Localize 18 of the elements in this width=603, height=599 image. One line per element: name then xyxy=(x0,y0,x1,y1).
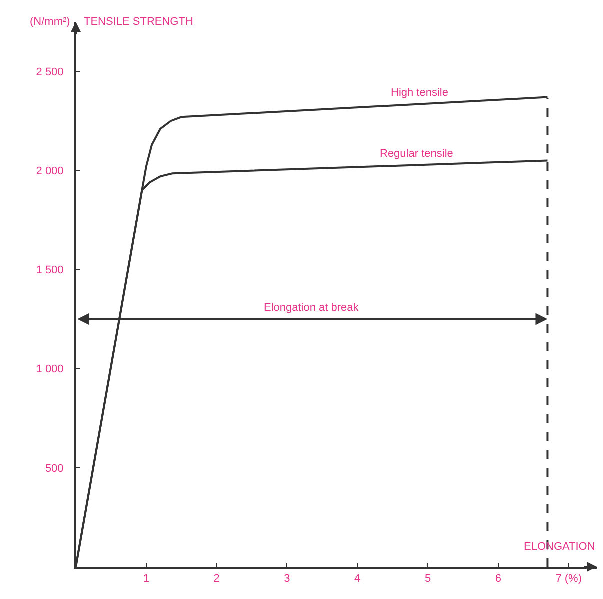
series-label: Regular tensile xyxy=(380,148,454,160)
x-tick-label: 4 xyxy=(354,573,361,586)
text: (N/mm²) xyxy=(30,16,70,28)
x-tick-label: 6 xyxy=(495,573,502,586)
x-tick-label: 2 xyxy=(214,573,220,586)
ref-line-label: Elongation at break xyxy=(264,302,360,314)
y-tick-label: 2 000 xyxy=(36,165,64,178)
y-tick-label: 1 500 xyxy=(36,264,64,277)
y-tick-label: 2 500 xyxy=(36,66,64,78)
y-axis-title: TENSILE STRENGTH xyxy=(84,16,194,28)
x-tick-label: 5 xyxy=(424,573,432,586)
series-label: High tensile xyxy=(391,87,448,99)
x-tick-label: 1 xyxy=(143,573,150,586)
y-tick-label: 500 xyxy=(45,462,64,475)
x-tick-label: 3 xyxy=(284,573,290,586)
x-tick-label: 7 (%) xyxy=(556,573,582,586)
y-tick-label: 1 000 xyxy=(36,364,64,376)
x-axis-title: ELONGATION xyxy=(524,541,596,553)
